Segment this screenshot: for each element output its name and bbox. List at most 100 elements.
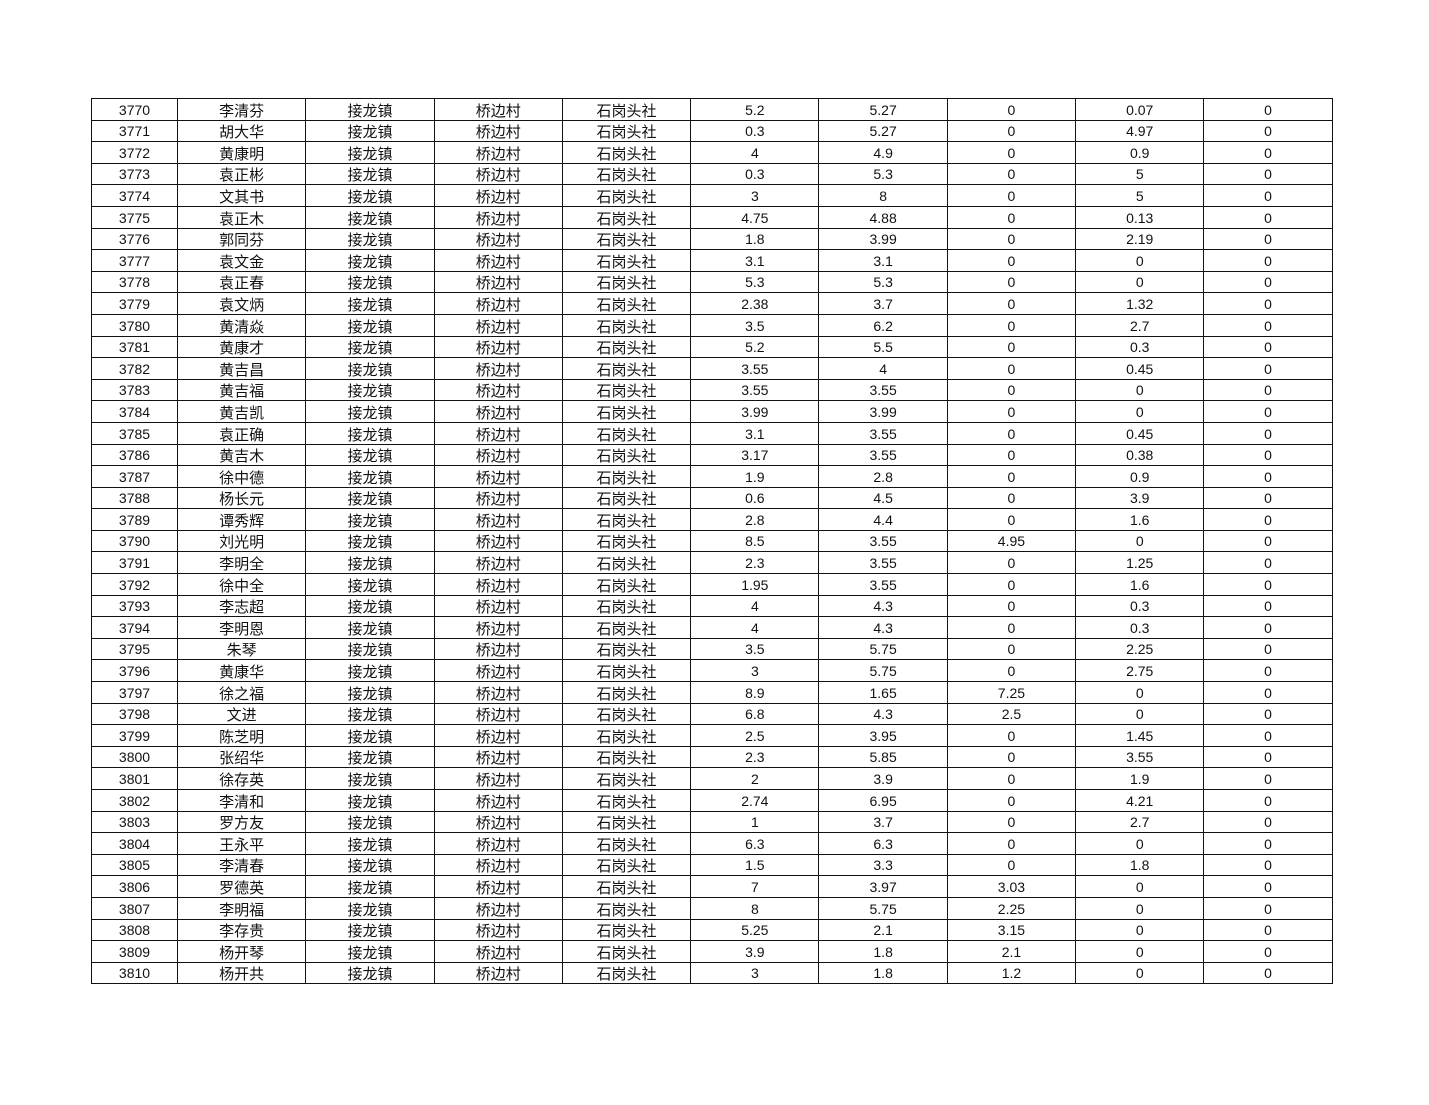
town-cell: 接龙镇 — [305, 119, 435, 143]
table-row: 3794 李明恩 接龙镇 桥边村 石岗头社 4 4.3 0 0.3 0 — [91, 616, 1333, 639]
row-id-cell: 3777 — [91, 249, 178, 272]
town-cell: 接龙镇 — [305, 270, 435, 294]
name-cell: 袁正春 — [176, 270, 307, 294]
value-cell-3: 3.15 — [946, 918, 1077, 942]
row-id-cell: 3783 — [91, 378, 178, 402]
value-cell-3: 0 — [946, 184, 1077, 207]
name-cell: 袁文金 — [176, 249, 307, 272]
value-cell-3: 0 — [946, 141, 1077, 164]
value-cell-5: 0 — [1203, 119, 1333, 143]
value-cell-3: 0 — [946, 400, 1077, 423]
town-cell: 接龙镇 — [305, 378, 435, 402]
row-id-cell: 3780 — [91, 313, 178, 337]
name-cell: 朱琴 — [176, 637, 307, 661]
row-id-cell: 3775 — [91, 205, 178, 229]
value-cell-2: 4.3 — [818, 616, 948, 639]
group-cell: 石岗头社 — [561, 400, 692, 423]
value-cell-4: 5 — [1075, 184, 1205, 207]
row-id-cell: 3787 — [91, 465, 178, 488]
village-cell: 桥边村 — [433, 465, 563, 488]
village-cell: 桥边村 — [433, 400, 563, 423]
value-cell-3: 2.25 — [946, 896, 1077, 920]
value-cell-1: 3.17 — [690, 443, 820, 467]
name-cell: 黄康华 — [176, 659, 307, 683]
village-cell: 桥边村 — [433, 853, 563, 877]
value-cell-3: 0 — [946, 421, 1077, 445]
name-cell: 王永平 — [176, 832, 307, 855]
town-cell: 接龙镇 — [305, 961, 435, 985]
value-cell-2: 3.55 — [818, 551, 948, 575]
village-cell: 桥边村 — [433, 875, 563, 898]
name-cell: 陈芝明 — [176, 724, 307, 747]
row-id-cell: 3802 — [91, 789, 178, 812]
village-cell: 桥边村 — [433, 594, 563, 618]
table-row: 3787 徐中德 接龙镇 桥边村 石岗头社 1.9 2.8 0 0.9 0 — [91, 465, 1333, 488]
value-cell-3: 0 — [946, 227, 1077, 251]
value-cell-5: 0 — [1203, 637, 1333, 661]
group-cell: 石岗头社 — [561, 227, 692, 251]
town-cell: 接龙镇 — [305, 940, 435, 963]
value-cell-4: 0.3 — [1075, 594, 1205, 618]
village-cell: 桥边村 — [433, 637, 563, 661]
row-id-cell: 3776 — [91, 227, 178, 251]
town-cell: 接龙镇 — [305, 335, 435, 359]
value-cell-3: 0 — [946, 270, 1077, 294]
group-cell: 石岗头社 — [561, 443, 692, 467]
town-cell: 接龙镇 — [305, 249, 435, 272]
village-cell: 桥边村 — [433, 896, 563, 920]
town-cell: 接龙镇 — [305, 421, 435, 445]
value-cell-2: 4.88 — [818, 205, 948, 229]
value-cell-5: 0 — [1203, 98, 1333, 121]
value-cell-3: 0 — [946, 98, 1077, 121]
value-cell-1: 3 — [690, 659, 820, 683]
value-cell-5: 0 — [1203, 357, 1333, 380]
group-cell: 石岗头社 — [561, 529, 692, 553]
value-cell-1: 3.99 — [690, 400, 820, 423]
group-cell: 石岗头社 — [561, 378, 692, 402]
value-cell-3: 0 — [946, 292, 1077, 315]
value-cell-2: 3.9 — [818, 767, 948, 790]
town-cell: 接龙镇 — [305, 529, 435, 553]
value-cell-2: 4.3 — [818, 702, 948, 726]
row-id-cell: 3770 — [91, 98, 178, 121]
row-id-cell: 3804 — [91, 832, 178, 855]
group-cell: 石岗头社 — [561, 702, 692, 726]
row-id-cell: 3795 — [91, 637, 178, 661]
town-cell: 接龙镇 — [305, 896, 435, 920]
value-cell-5: 0 — [1203, 594, 1333, 618]
value-cell-4: 0.3 — [1075, 616, 1205, 639]
table-row: 3783 黄吉福 接龙镇 桥边村 石岗头社 3.55 3.55 0 0 0 — [91, 378, 1333, 402]
row-id-cell: 3800 — [91, 745, 178, 769]
table-row: 3800 张绍华 接龙镇 桥边村 石岗头社 2.3 5.85 0 3.55 0 — [91, 745, 1333, 769]
value-cell-2: 5.27 — [818, 98, 948, 121]
value-cell-3: 0 — [946, 724, 1077, 747]
value-cell-1: 4.75 — [690, 205, 820, 229]
value-cell-5: 0 — [1203, 702, 1333, 726]
village-cell: 桥边村 — [433, 918, 563, 942]
group-cell: 石岗头社 — [561, 357, 692, 380]
village-cell: 桥边村 — [433, 357, 563, 380]
value-cell-3: 0 — [946, 508, 1077, 531]
value-cell-5: 0 — [1203, 443, 1333, 467]
value-cell-2: 2.1 — [818, 918, 948, 942]
name-cell: 罗方友 — [176, 810, 307, 834]
value-cell-4: 5 — [1075, 162, 1205, 186]
value-cell-3: 0 — [946, 767, 1077, 790]
table-row: 3782 黄吉昌 接龙镇 桥边村 石岗头社 3.55 4 0 0.45 0 — [91, 357, 1333, 380]
value-cell-1: 3.5 — [690, 313, 820, 337]
value-cell-1: 2.5 — [690, 724, 820, 747]
table-row: 3776 郭同芬 接龙镇 桥边村 石岗头社 1.8 3.99 0 2.19 0 — [91, 227, 1333, 251]
value-cell-5: 0 — [1203, 810, 1333, 834]
value-cell-1: 6.8 — [690, 702, 820, 726]
value-cell-2: 3.55 — [818, 378, 948, 402]
table-row: 3807 李明福 接龙镇 桥边村 石岗头社 8 5.75 2.25 0 0 — [91, 896, 1333, 920]
value-cell-3: 0 — [946, 616, 1077, 639]
value-cell-3: 0 — [946, 486, 1077, 510]
value-cell-5: 0 — [1203, 529, 1333, 553]
name-cell: 徐中德 — [176, 465, 307, 488]
value-cell-2: 1.8 — [818, 940, 948, 963]
name-cell: 黄康才 — [176, 335, 307, 359]
town-cell: 接龙镇 — [305, 702, 435, 726]
name-cell: 黄吉木 — [176, 443, 307, 467]
town-cell: 接龙镇 — [305, 205, 435, 229]
